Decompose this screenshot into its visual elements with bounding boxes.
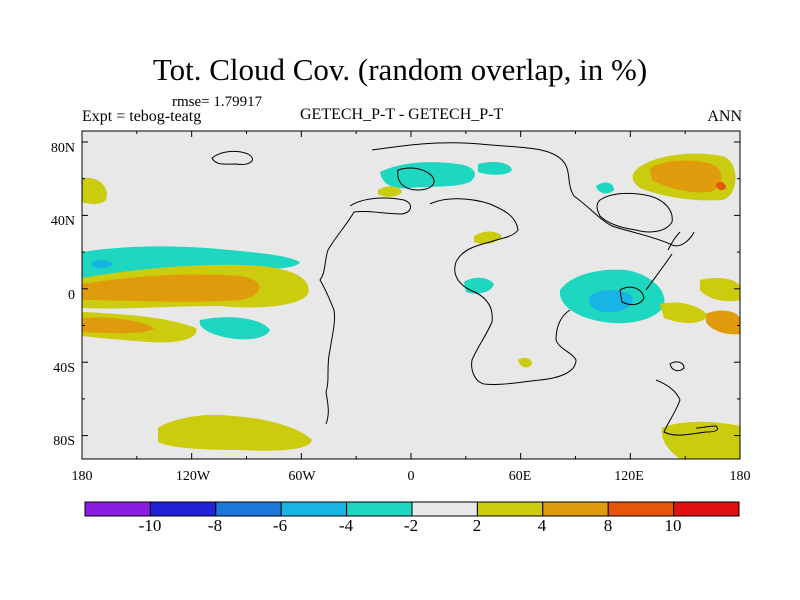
colorbar-swatch [607, 501, 675, 517]
coastlines [211, 142, 719, 436]
coast-eurasia-north [371, 142, 695, 247]
x-tick-label-0: 0 [408, 469, 415, 484]
colorbar-label: -4 [339, 516, 354, 535]
coast-europe-africa [429, 198, 577, 385]
colorbar-swatch [542, 501, 609, 517]
plot-title: Tot. Cloud Cov. (random overlap, in %) [152, 52, 648, 87]
season-label: ANN [707, 108, 742, 125]
colorbar-label: 2 [473, 516, 482, 535]
y-tick-label-80s: 80S [53, 434, 75, 449]
comparison-label: GETECH_P-T - GETECH_P-T [300, 106, 504, 123]
y-axis-labels: 80N 40N 0 40S 80S [51, 141, 75, 449]
coast-asia-islands [645, 231, 681, 291]
colorbar [84, 501, 740, 517]
colorbar-swatch [215, 501, 282, 517]
region-orange-pacific-south [82, 317, 154, 334]
tick-marks [81, 131, 741, 459]
coast-australia [619, 286, 645, 306]
x-tick-label-180e: 180 [730, 469, 751, 484]
region-yellow-southern-ocean-east [661, 421, 740, 459]
region-orange-asia-east [650, 160, 722, 193]
region-yellow-indian-ocean-south [660, 302, 708, 323]
colorbar-swatch [476, 501, 544, 517]
experiment-label: Expt = tebog-teatg [82, 108, 202, 125]
x-tick-label-60w: 60W [288, 469, 316, 484]
colorbar-label: -2 [404, 516, 418, 535]
region-yellow-pacific-north [82, 177, 107, 204]
colorbar-label: -8 [208, 516, 222, 535]
region-yellow-south-africa [518, 357, 532, 368]
y-tick-label-0: 0 [68, 288, 75, 303]
region-red-asia-east [716, 181, 726, 191]
colorbar-swatch [411, 501, 478, 517]
region-yellow-north-atlantic [378, 186, 402, 197]
colorbar-swatch [346, 501, 413, 517]
anomaly-field [82, 153, 740, 459]
region-yellow-southern-ocean [158, 414, 312, 451]
coast-asia-east [596, 192, 673, 233]
y-tick-label-40s: 40S [53, 361, 75, 376]
region-orange-pacific-equator [82, 274, 260, 302]
colorbar-label: 10 [665, 516, 682, 535]
rmse-label: rmse= 1.79917 [172, 94, 263, 110]
x-axis-labels: 180 120W 60W 0 60E 120E 180 [72, 469, 751, 484]
y-tick-label-40n: 40N [51, 214, 75, 229]
coast-small-island [669, 361, 685, 372]
coast-antarctica [655, 379, 719, 436]
coast-arctic-islands [211, 150, 253, 165]
x-tick-label-180w: 180 [72, 469, 93, 484]
coast-greenland [397, 167, 435, 191]
region-cyan-pacific-south [199, 317, 270, 340]
colorbar-labels: -10 -8 -6 -4 -2 2 4 8 10 [139, 516, 682, 535]
colorbar-label: -10 [139, 516, 162, 535]
colorbar-swatch [673, 501, 740, 517]
region-cyan-africa-west [464, 277, 494, 294]
region-lightblue-indian-ocean [588, 290, 633, 313]
region-cyan-greenland-east [478, 162, 512, 175]
colorbar-swatch [149, 501, 217, 517]
region-yellow-med [474, 231, 502, 244]
x-tick-label-60e: 60E [509, 469, 532, 484]
x-tick-label-120w: 120W [176, 469, 211, 484]
region-lightblue-pacific [92, 259, 114, 269]
region-cyan-asia-north [596, 182, 614, 194]
coast-north-america [319, 197, 411, 425]
colorbar-label: 8 [604, 516, 613, 535]
colorbar-swatch [280, 501, 348, 517]
colorbar-swatch [84, 501, 151, 517]
colorbar-label: 4 [538, 516, 547, 535]
x-tick-label-120e: 120E [614, 469, 644, 484]
region-cyan-pacific-band [82, 246, 300, 278]
y-tick-label-80n: 80N [51, 141, 75, 156]
region-yellow-pacific-east [700, 278, 740, 302]
region-orange-pacific-east [706, 310, 740, 335]
colorbar-label: -6 [273, 516, 287, 535]
